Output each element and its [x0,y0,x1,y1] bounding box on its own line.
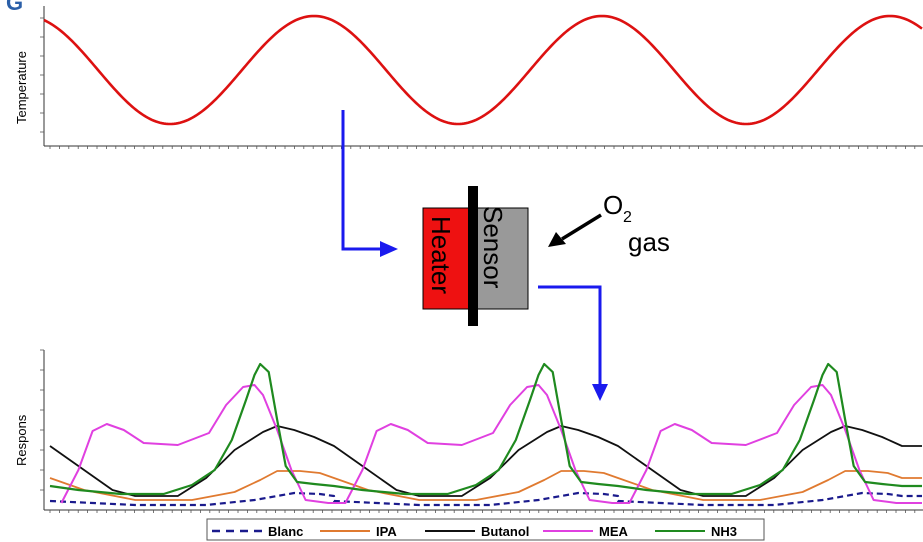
bottom-y-ticks [40,349,44,491]
legend-label-butanol: Butanol [481,524,529,539]
arrow-in-head [380,241,398,257]
response-axis-label: Respons [14,414,29,466]
temperature-axis-label: Temperature [14,51,29,124]
legend-label-blanc: Blanc [268,524,303,539]
gas-arrow-head [548,232,566,247]
heater-label: Heater [426,216,456,294]
series-ipa-line [49,470,922,501]
arrow-out-head [592,384,608,401]
flow-arrows [341,110,608,401]
legend-label-mea: MEA [599,524,629,539]
heater-sensor-block: Heater Sensor [422,186,529,326]
series-nh3-line [49,362,922,496]
top-y-ticks [40,17,44,133]
sensor-to-response-arrow [538,285,602,384]
o2-label: O [603,190,623,220]
heading-fragment: G [6,0,23,15]
legend-box [206,518,765,541]
top-x-ticks [49,146,916,149]
series-butanol-line [49,425,922,497]
o2-subscript: 2 [623,209,632,226]
sensor-label: Sensor [478,206,508,289]
response-series [49,362,922,507]
legend-label-ipa: IPA [376,524,397,539]
series-mea-line [60,384,922,504]
legend: Blanc IPA Butanol MEA NH3 [206,518,765,541]
gas-label: gas [628,227,670,257]
gas-arrow-line [561,213,602,241]
temperature-curve [43,14,923,126]
temperature-to-heater-arrow [341,110,380,251]
o2-gas-input: O 2 gas [548,190,670,257]
temperature-chart: Temperature [14,6,923,149]
substrate-bar [468,186,478,326]
response-chart: Respons [14,349,923,513]
bottom-x-ticks [49,510,916,513]
legend-label-nh3: NH3 [711,524,737,539]
